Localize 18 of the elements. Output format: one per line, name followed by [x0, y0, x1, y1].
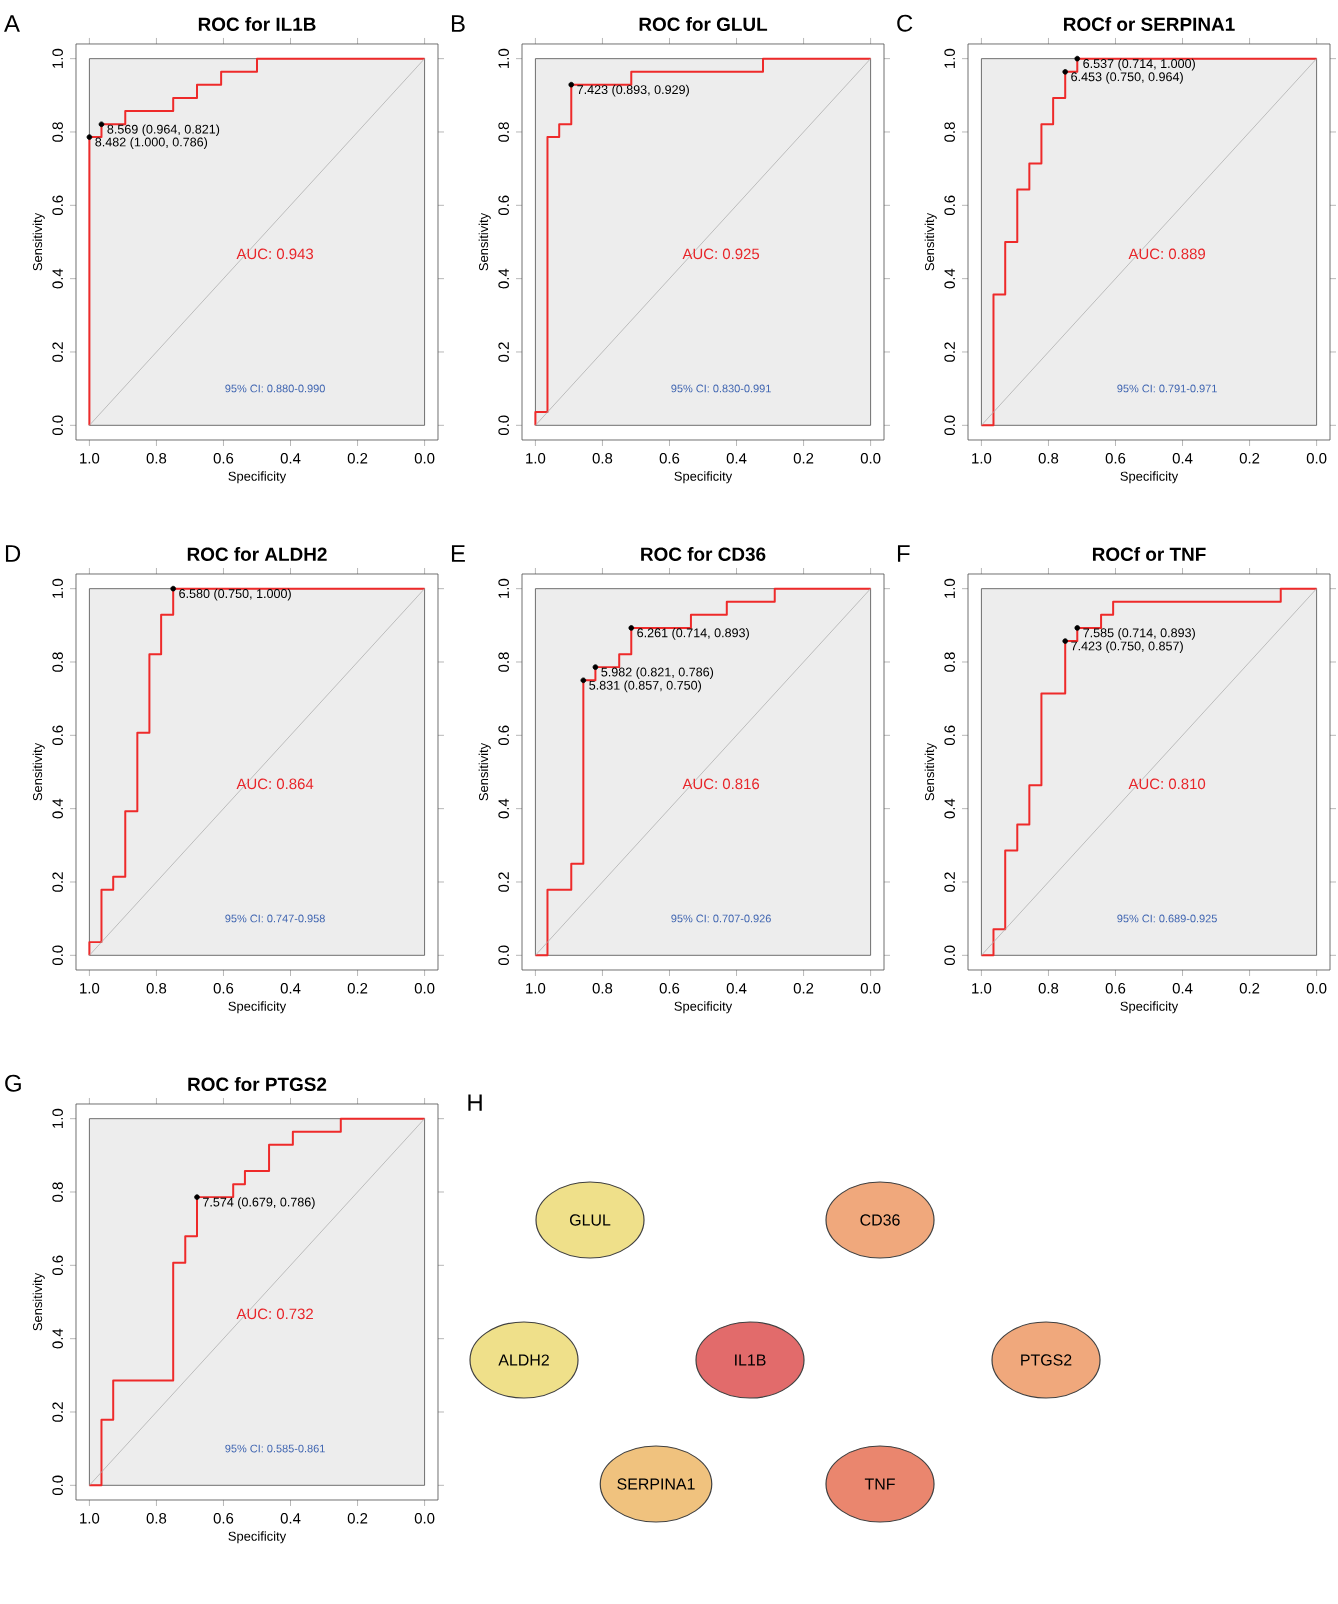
point: [580, 677, 587, 684]
chart-title: ROCf or TNF: [1092, 547, 1206, 561]
text: B: [451, 15, 465, 32]
text: E: [451, 545, 465, 562]
chart-title: ROC for PTGS2: [188, 1077, 327, 1091]
text: G: [5, 1074, 21, 1092]
text: F: [897, 545, 910, 562]
point: [592, 664, 599, 670]
chart-title: ROC for GLUL: [639, 17, 768, 31]
text: A: [4, 15, 20, 32]
text: D: [5, 545, 21, 562]
chart-title: ROC for ALDH2: [187, 547, 327, 561]
point: [628, 625, 635, 631]
text: C: [897, 14, 913, 32]
chart-title: ROCf or SERPINA1: [1064, 17, 1235, 31]
chart-title: ROC for IL1B: [198, 17, 316, 31]
chart-title: ROC for CD36: [641, 547, 766, 561]
text: H: [468, 1094, 482, 1111]
